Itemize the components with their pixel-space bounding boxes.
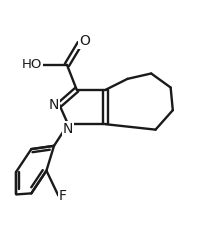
Text: O: O (79, 34, 90, 48)
Text: F: F (59, 189, 67, 203)
Text: N: N (49, 98, 59, 112)
Text: N: N (63, 121, 73, 136)
Text: HO: HO (22, 58, 43, 71)
